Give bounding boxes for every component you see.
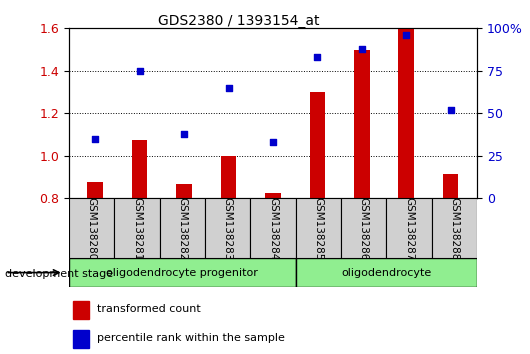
Text: GSM138288: GSM138288 <box>449 196 460 260</box>
Bar <box>205 198 250 258</box>
Point <box>224 85 233 91</box>
Text: GSM138281: GSM138281 <box>132 196 142 260</box>
Bar <box>73 330 89 348</box>
Bar <box>69 258 296 287</box>
Bar <box>114 198 160 258</box>
Bar <box>296 258 477 287</box>
Point <box>313 55 322 60</box>
Bar <box>73 301 89 319</box>
Bar <box>250 198 296 258</box>
Bar <box>69 198 114 258</box>
Bar <box>399 28 414 198</box>
Text: development stage: development stage <box>5 269 113 279</box>
Bar <box>220 156 236 198</box>
Bar <box>431 198 477 258</box>
Text: GSM138285: GSM138285 <box>313 196 323 260</box>
Text: GSM138286: GSM138286 <box>359 196 369 260</box>
Bar <box>354 50 369 198</box>
Bar <box>265 193 281 198</box>
Text: GSM138280: GSM138280 <box>86 197 96 260</box>
Point <box>269 139 277 145</box>
Point <box>91 136 100 142</box>
Point <box>180 131 188 137</box>
Text: GSM138287: GSM138287 <box>404 196 414 260</box>
Point <box>446 107 455 113</box>
Point <box>358 46 366 52</box>
Text: GSM138284: GSM138284 <box>268 196 278 260</box>
Text: percentile rank within the sample: percentile rank within the sample <box>98 333 285 343</box>
Text: oligodendrocyte: oligodendrocyte <box>341 268 431 278</box>
Bar <box>310 92 325 198</box>
Text: GDS2380 / 1393154_at: GDS2380 / 1393154_at <box>158 14 319 28</box>
Point <box>402 32 410 38</box>
Text: GSM138282: GSM138282 <box>177 196 187 260</box>
Bar <box>386 198 431 258</box>
Bar <box>341 198 386 258</box>
Bar <box>132 140 147 198</box>
Point <box>136 68 144 74</box>
Text: oligodendrocyte progenitor: oligodendrocyte progenitor <box>107 268 258 278</box>
Bar <box>176 184 192 198</box>
Text: GSM138283: GSM138283 <box>223 196 233 260</box>
Bar <box>296 198 341 258</box>
Bar <box>443 174 458 198</box>
Text: transformed count: transformed count <box>98 304 201 314</box>
Bar <box>160 198 205 258</box>
Bar <box>87 182 103 198</box>
